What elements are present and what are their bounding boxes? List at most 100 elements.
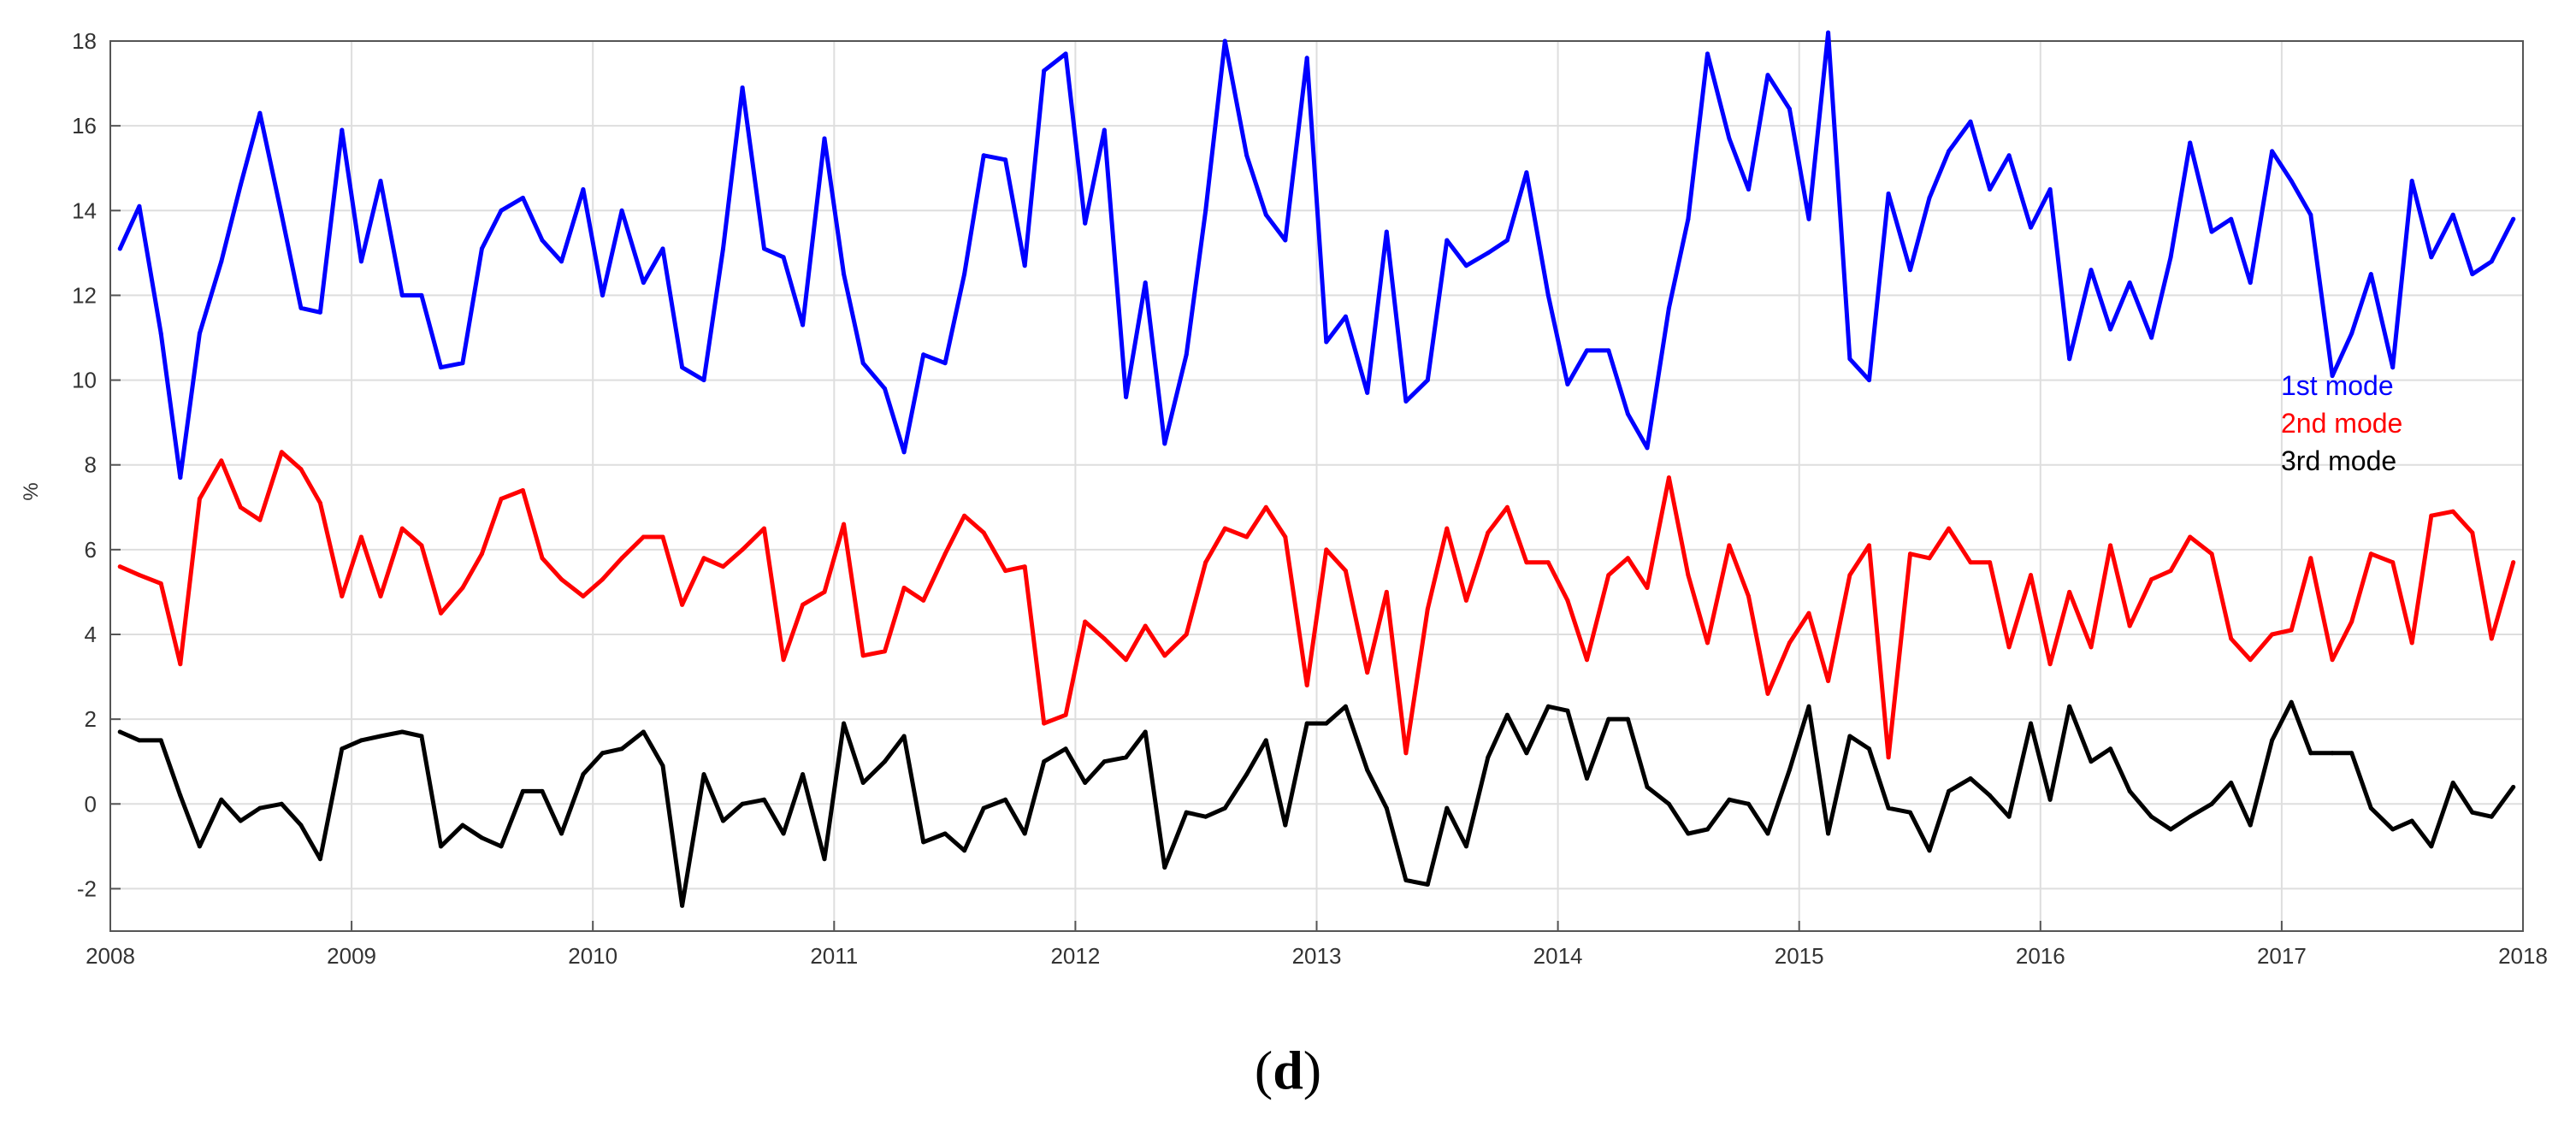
data-point bbox=[1606, 716, 1611, 722]
data-point bbox=[781, 657, 786, 663]
data-point bbox=[619, 556, 624, 561]
data-point bbox=[2308, 751, 2313, 756]
data-point bbox=[1504, 504, 1510, 510]
data-point bbox=[439, 365, 443, 370]
data-point bbox=[2127, 788, 2132, 793]
data-point bbox=[1705, 51, 1710, 56]
data-point bbox=[1988, 187, 1993, 192]
data-point bbox=[1203, 208, 1208, 213]
data-point bbox=[2188, 534, 2193, 540]
data-point bbox=[137, 738, 142, 743]
y-tick-label: 8 bbox=[85, 452, 97, 478]
data-point bbox=[1022, 263, 1027, 268]
data-point bbox=[1063, 51, 1068, 56]
data-point bbox=[1908, 551, 1912, 557]
data-point bbox=[962, 513, 967, 518]
data-point bbox=[1486, 755, 1491, 760]
data-point bbox=[1826, 30, 1831, 35]
data-point bbox=[2089, 645, 2094, 650]
data-point bbox=[257, 110, 263, 115]
data-point bbox=[1585, 348, 1589, 353]
series-3 bbox=[117, 699, 2516, 908]
data-point bbox=[439, 610, 443, 616]
data-point bbox=[197, 331, 202, 336]
data-point bbox=[921, 352, 926, 357]
data-point bbox=[2368, 272, 2373, 277]
data-point bbox=[238, 504, 243, 510]
x-tick-label: 2016 bbox=[2016, 943, 2065, 969]
data-point bbox=[1304, 683, 1309, 687]
data-point bbox=[1524, 170, 1529, 175]
y-tick-label: -2 bbox=[77, 876, 97, 901]
data-point bbox=[358, 534, 363, 540]
data-point bbox=[399, 526, 405, 531]
data-point bbox=[1666, 305, 1671, 310]
data-point bbox=[1083, 221, 1088, 226]
data-point bbox=[378, 179, 383, 184]
data-point bbox=[559, 577, 564, 582]
data-point bbox=[317, 310, 322, 315]
data-point bbox=[701, 772, 706, 777]
data-point bbox=[1425, 378, 1430, 383]
data-point bbox=[1124, 657, 1129, 663]
data-point bbox=[1765, 73, 1770, 78]
x-tick-label: 2014 bbox=[1533, 943, 1583, 969]
data-point bbox=[2330, 657, 2335, 663]
data-point bbox=[2168, 569, 2173, 574]
data-point bbox=[942, 831, 948, 836]
data-point bbox=[219, 458, 224, 463]
data-point bbox=[1222, 38, 1227, 44]
data-point bbox=[1083, 619, 1088, 624]
data-point bbox=[1203, 560, 1208, 565]
data-point bbox=[1806, 216, 1811, 221]
data-point bbox=[2108, 543, 2113, 548]
y-tick-label: 12 bbox=[72, 282, 97, 308]
data-point bbox=[499, 496, 504, 501]
data-point bbox=[419, 734, 424, 739]
data-point bbox=[1504, 712, 1510, 717]
data-point bbox=[520, 488, 525, 492]
data-point bbox=[2390, 365, 2396, 370]
data-point bbox=[178, 662, 183, 667]
data-point bbox=[1283, 823, 1288, 828]
data-point bbox=[2168, 827, 2173, 832]
data-point bbox=[317, 500, 322, 505]
data-point bbox=[1263, 738, 1268, 743]
data-point bbox=[1765, 831, 1770, 836]
data-point bbox=[1184, 810, 1189, 815]
panel-label-close: ) bbox=[1303, 1040, 1322, 1100]
data-point bbox=[2006, 645, 2012, 650]
data-point bbox=[1042, 721, 1047, 726]
y-tick-label: 0 bbox=[85, 791, 97, 817]
data-point bbox=[1968, 119, 1973, 124]
data-point bbox=[197, 844, 202, 849]
data-point bbox=[2127, 623, 2132, 628]
data-point bbox=[479, 246, 484, 251]
data-point bbox=[1403, 878, 1409, 882]
data-point bbox=[2067, 704, 2072, 709]
data-point bbox=[2270, 149, 2275, 154]
data-point bbox=[883, 759, 887, 764]
data-point bbox=[499, 208, 504, 213]
data-point bbox=[1445, 805, 1450, 811]
x-tick-label: 2011 bbox=[810, 943, 858, 969]
legend-entry: 3rd mode bbox=[2281, 445, 2396, 476]
data-point bbox=[317, 857, 322, 862]
data-point bbox=[1343, 314, 1348, 319]
data-point bbox=[921, 840, 926, 845]
data-point bbox=[1545, 560, 1551, 565]
data-point bbox=[358, 259, 363, 264]
data-point bbox=[1565, 382, 1570, 386]
data-point bbox=[2429, 844, 2434, 849]
data-point bbox=[2470, 810, 2475, 815]
y-tick-label: 14 bbox=[72, 198, 97, 223]
data-point bbox=[822, 136, 827, 141]
data-point bbox=[1645, 785, 1650, 789]
data-point bbox=[1826, 679, 1831, 683]
data-point bbox=[1324, 721, 1329, 726]
data-point bbox=[680, 903, 685, 908]
data-point bbox=[822, 857, 827, 862]
data-point bbox=[2047, 797, 2053, 802]
data-point bbox=[901, 734, 907, 739]
